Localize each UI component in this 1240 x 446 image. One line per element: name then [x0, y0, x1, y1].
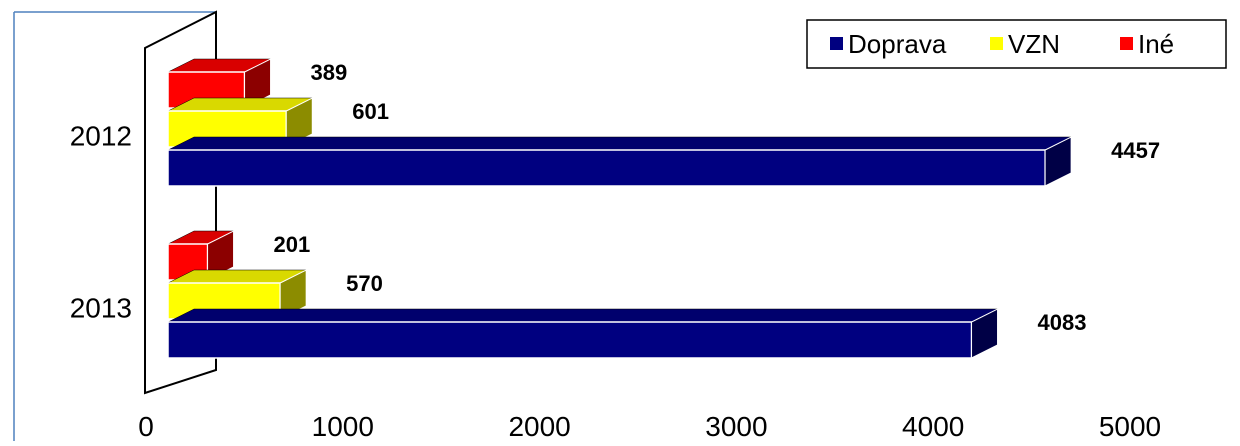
- x-tick-label-3000: 3000: [705, 411, 767, 441]
- x-tick-label-0: 0: [138, 411, 154, 441]
- bar-doprava-2012: [167, 136, 1072, 187]
- category-label-2013: 2013: [70, 293, 132, 324]
- legend-label-in: Iné: [1138, 29, 1174, 59]
- data-label-doprava-2013: 4083: [1038, 310, 1087, 335]
- legend-swatch-doprava: [830, 37, 843, 50]
- data-label-in-2013: 201: [274, 232, 311, 257]
- data-label-vzn-2013: 570: [346, 271, 383, 296]
- data-label-vzn-2012: 601: [352, 99, 389, 124]
- x-axis: 0 1000 2000 3000 4000 5000: [138, 411, 1161, 442]
- bar-doprava-2013: [167, 308, 999, 359]
- legend-swatch-vzn: [990, 37, 1003, 50]
- x-tick-label-5000: 5000: [1099, 411, 1161, 441]
- data-label-in-2012: 389: [311, 60, 348, 85]
- bars-layer: [167, 58, 1072, 359]
- x-tick-label-1000: 1000: [312, 411, 374, 441]
- x-tick-label-2000: 2000: [508, 411, 570, 441]
- legend-swatch-in: [1120, 37, 1133, 50]
- category-label-2012: 2012: [70, 121, 132, 152]
- bar-vzn-2012: [167, 97, 313, 148]
- legend-label-vzn: VZN: [1008, 29, 1060, 59]
- data-label-doprava-2012: 4457: [1111, 138, 1160, 163]
- legend-box: [806, 19, 1227, 69]
- x-tick-label-4000: 4000: [902, 411, 964, 441]
- legend-label-doprava: Doprava: [848, 29, 947, 59]
- legend: Doprava VZN Iné: [806, 19, 1227, 69]
